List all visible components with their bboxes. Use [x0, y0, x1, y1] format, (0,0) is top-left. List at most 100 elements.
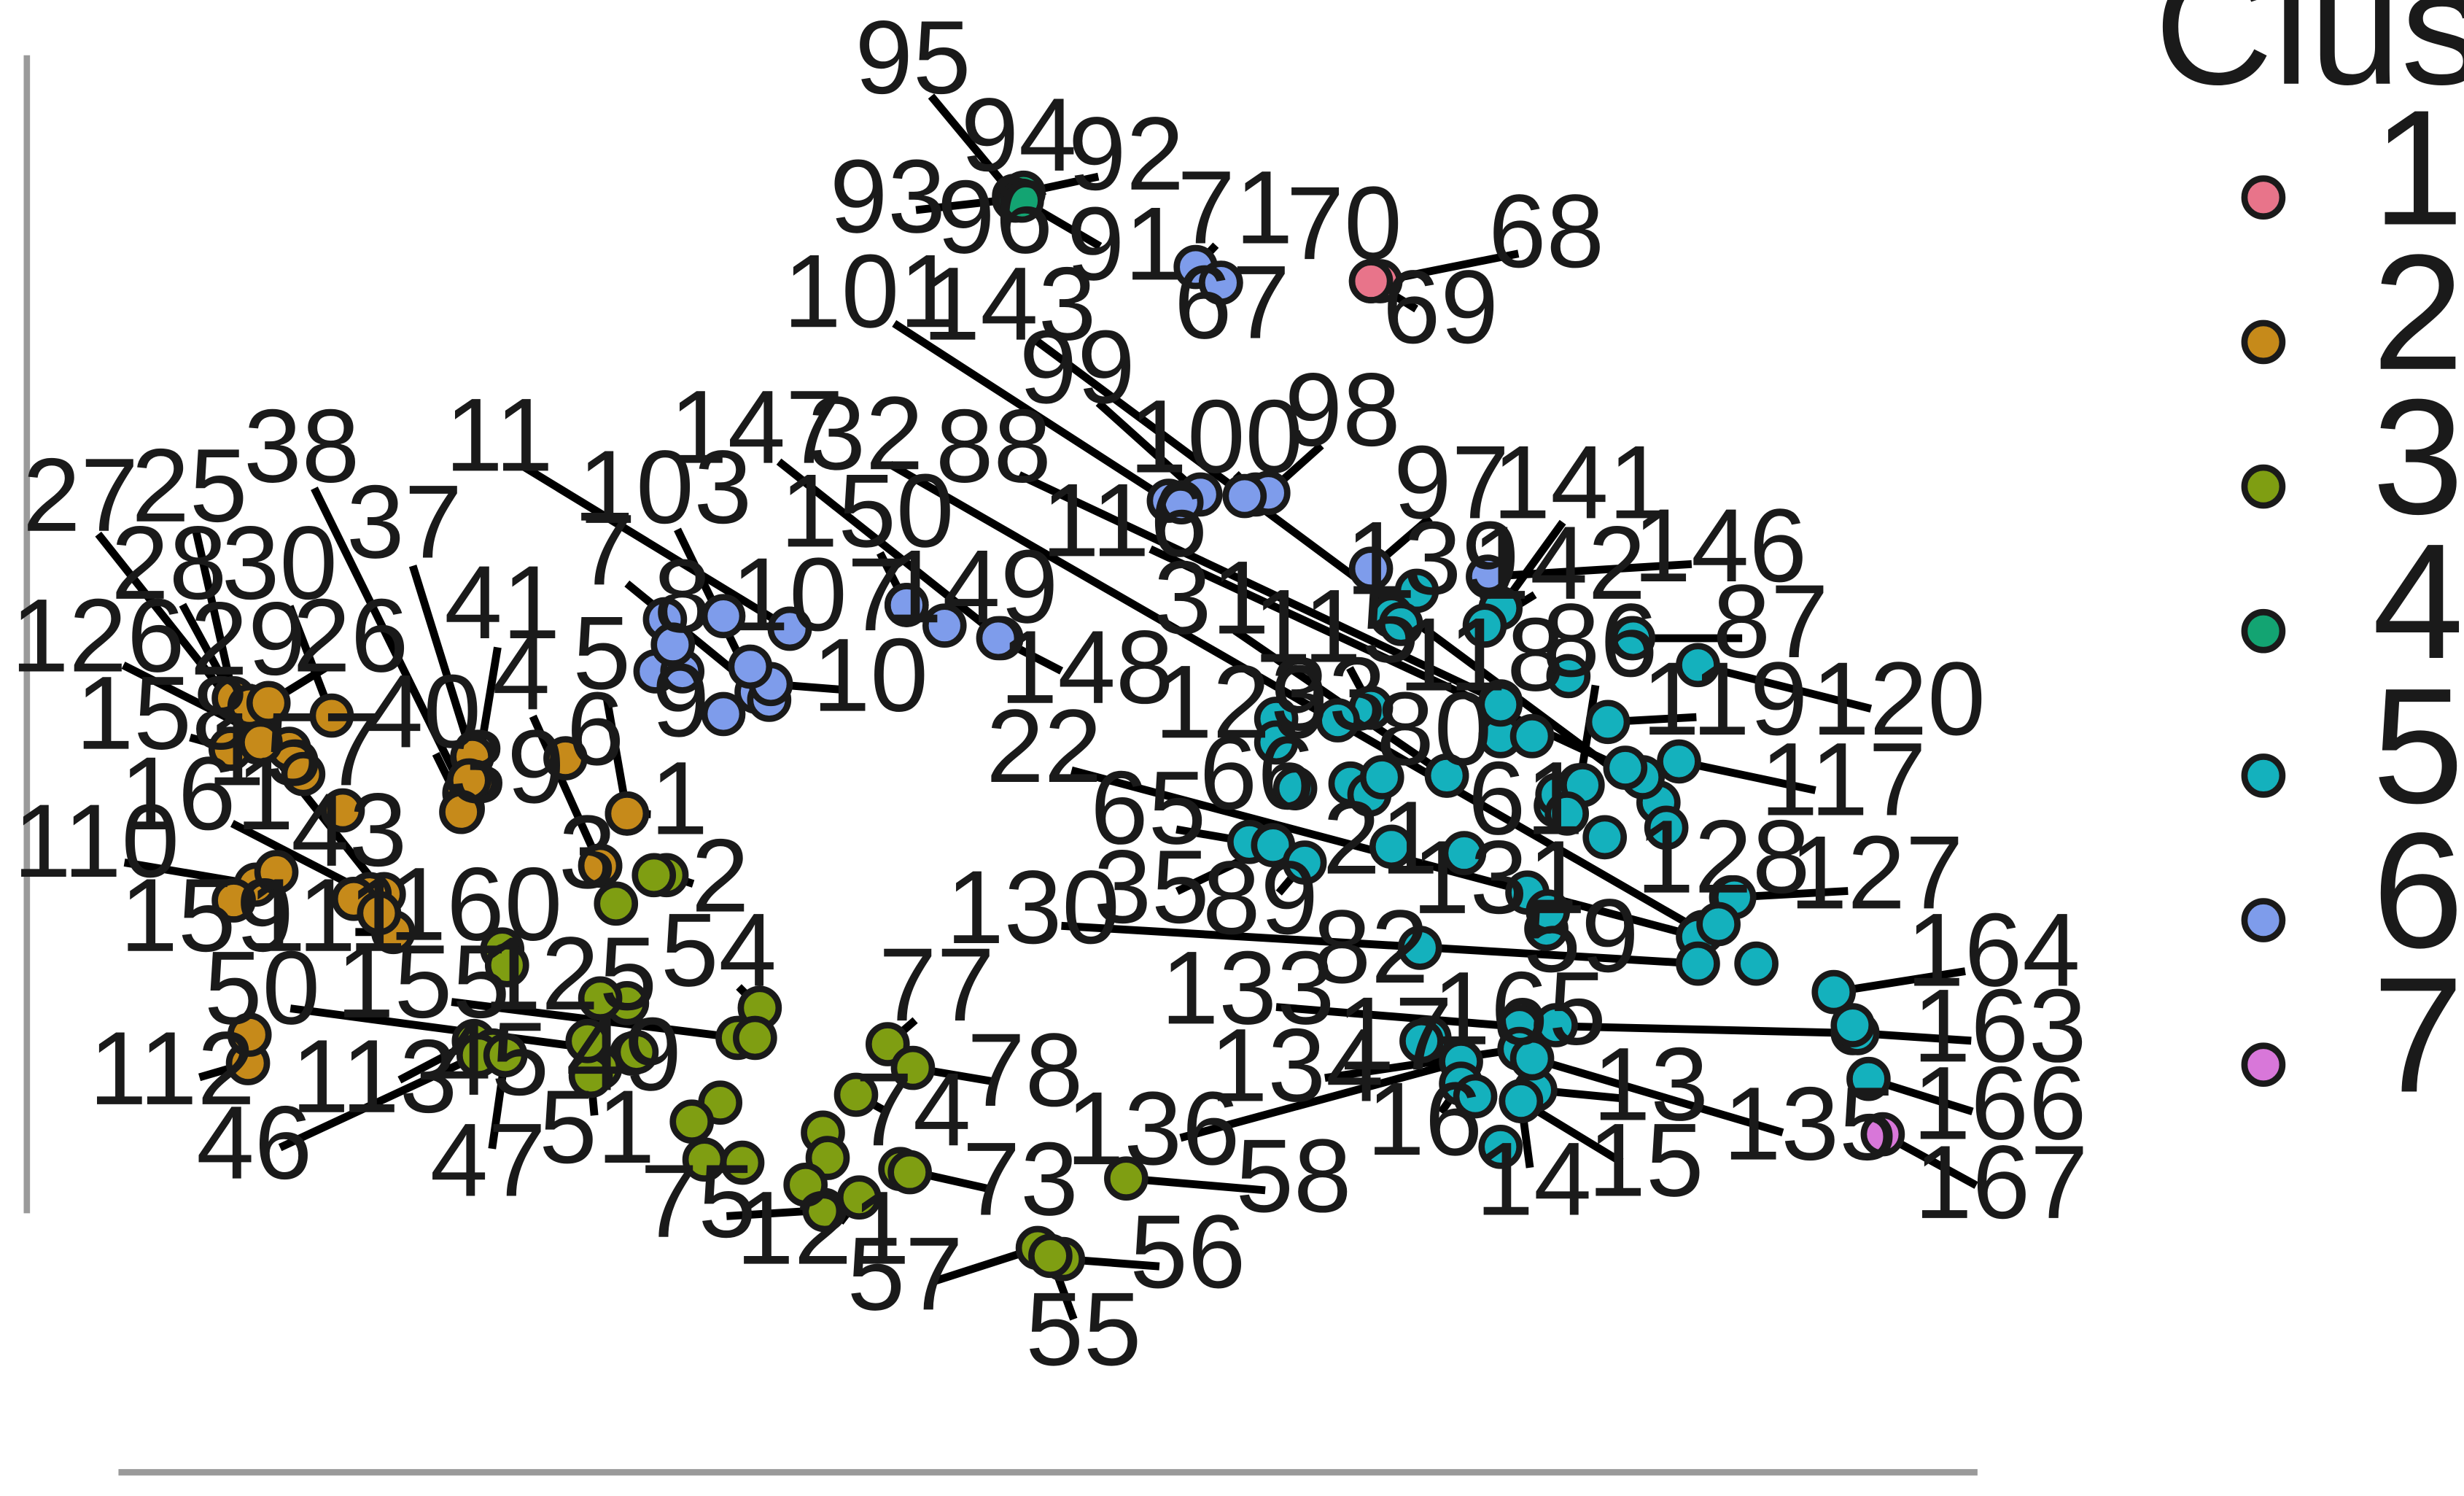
point-unlabelled-30: [887, 1150, 932, 1195]
leader-line-38: [311, 487, 460, 778]
point-9: [701, 691, 746, 737]
point-unlabelled-13: [357, 891, 402, 936]
point-80: [1424, 753, 1469, 798]
point-label-147: 147: [669, 370, 844, 486]
point-label-40: 40: [365, 654, 481, 770]
point-label-10: 10: [812, 618, 928, 734]
point-148: [976, 616, 1021, 661]
point-unlabelled-24: [669, 1099, 715, 1144]
point-label-43: 43: [291, 772, 407, 888]
leader-line-75: [726, 1207, 807, 1220]
point-unlabelled-34: [1478, 682, 1523, 727]
legend-key-1: [2241, 175, 2286, 220]
point-label-9: 9: [652, 643, 710, 759]
point-label-95: 95: [855, 0, 971, 116]
point-label-141: 141: [1493, 425, 1667, 540]
point-label-82: 82: [1313, 889, 1429, 1005]
point-120: [1676, 643, 1720, 688]
legend-label-7: 7: [2372, 943, 2463, 1127]
point-label-45: 45: [433, 1001, 549, 1117]
legend-label-6: 6: [2372, 798, 2463, 982]
leader-line-165: [1547, 1022, 1834, 1037]
point-label-157: 157: [207, 691, 381, 807]
point-label-148: 148: [1000, 610, 1174, 726]
legend-key-7: [2241, 1042, 2286, 1088]
point-89: [1282, 840, 1327, 885]
point-unlabelled-1: [1199, 260, 1243, 305]
point-label-159: 159: [120, 858, 294, 974]
point-3: [578, 843, 623, 888]
point-label-107: 107: [731, 537, 906, 653]
point-164: [1811, 969, 1857, 1015]
point-97: [1348, 546, 1394, 592]
leader-line-119: [1626, 713, 1697, 725]
point-label-136: 136: [1066, 1071, 1240, 1187]
leader-line-58: [1144, 1176, 1266, 1195]
point-label-130: 130: [946, 850, 1120, 966]
point-label-166: 166: [1913, 1046, 2087, 1162]
point-146: [1466, 554, 1510, 599]
point-69: [1348, 259, 1394, 303]
point-label-70: 70: [1286, 166, 1402, 282]
leader-line-143: [1030, 334, 1646, 795]
leader-line-55: [1053, 1272, 1078, 1321]
point-label-116: 116: [1041, 462, 1208, 578]
point-label-59: 59: [1523, 878, 1639, 994]
point-unlabelled-35: [1509, 713, 1555, 759]
point-label-29: 29: [190, 581, 306, 697]
point-unlabelled-22: [614, 1030, 659, 1074]
leader-line-91: [1036, 206, 1103, 250]
point-unlabelled-7: [728, 644, 773, 689]
point-unlabelled-20: [733, 1015, 777, 1061]
leader-line-112: [198, 1064, 231, 1082]
point-label-160: 160: [389, 847, 563, 963]
leader-line-15: [1535, 1107, 1624, 1166]
point-label-142: 142: [1472, 505, 1647, 621]
leader-line-97: [1383, 514, 1433, 559]
leader-line-110: [123, 859, 238, 885]
point-label-22: 22: [986, 689, 1102, 805]
point-21: [1369, 824, 1414, 869]
point-117: [1657, 739, 1701, 784]
point-label-5: 5: [573, 595, 631, 711]
point-135: [1509, 1036, 1555, 1081]
point-label-32: 32: [807, 376, 923, 492]
point-label-97: 97: [1394, 425, 1509, 540]
leader-line-164: [1851, 967, 1966, 993]
point-label-16: 16: [1367, 1061, 1482, 1177]
point-label-139: 139: [1345, 500, 1520, 616]
point-unlabelled-3: [1222, 473, 1267, 519]
point-unlabelled-16: [631, 853, 677, 898]
point-label-75: 75: [640, 1144, 756, 1260]
point-unlabelled-55: [1830, 1003, 1876, 1047]
point-unlabelled-21: [565, 1018, 610, 1063]
leader-line-26: [282, 664, 329, 697]
legend-label-2: 2: [2372, 220, 2463, 404]
point-label-58: 58: [1235, 1118, 1351, 1234]
point-unlabelled-8: [650, 622, 696, 667]
point-unlabelled-14: [227, 1012, 272, 1057]
point-label-87: 87: [1713, 564, 1829, 680]
point-label-41: 41: [444, 545, 560, 661]
leader-line-95: [928, 93, 1006, 185]
point-label-131: 131: [1412, 820, 1586, 936]
leader-line-51: [588, 1094, 599, 1116]
point-142: [1462, 603, 1507, 648]
leader-line-57: [930, 1249, 1021, 1286]
leader-line-155: [451, 998, 720, 1040]
point-label-135: 135: [1723, 1066, 1897, 1182]
point-unlabelled-47: [1696, 902, 1741, 947]
point-unlabelled-48: [1734, 941, 1779, 986]
point-label-55: 55: [1025, 1271, 1141, 1387]
point-label-39: 39: [449, 709, 565, 825]
point-label-14: 14: [1476, 1121, 1592, 1237]
leader-line-68: [1398, 249, 1520, 282]
leader-line-141: [1508, 519, 1566, 595]
point-label-25: 25: [131, 428, 247, 544]
point-label-127: 127: [1789, 815, 1964, 931]
point-label-115: 115: [1254, 568, 1420, 684]
point-unlabelled-51: [1453, 1074, 1498, 1119]
point-label-128: 128: [1636, 799, 1811, 915]
point-label-149: 149: [885, 529, 1059, 645]
point-label-74: 74: [855, 1052, 971, 1168]
